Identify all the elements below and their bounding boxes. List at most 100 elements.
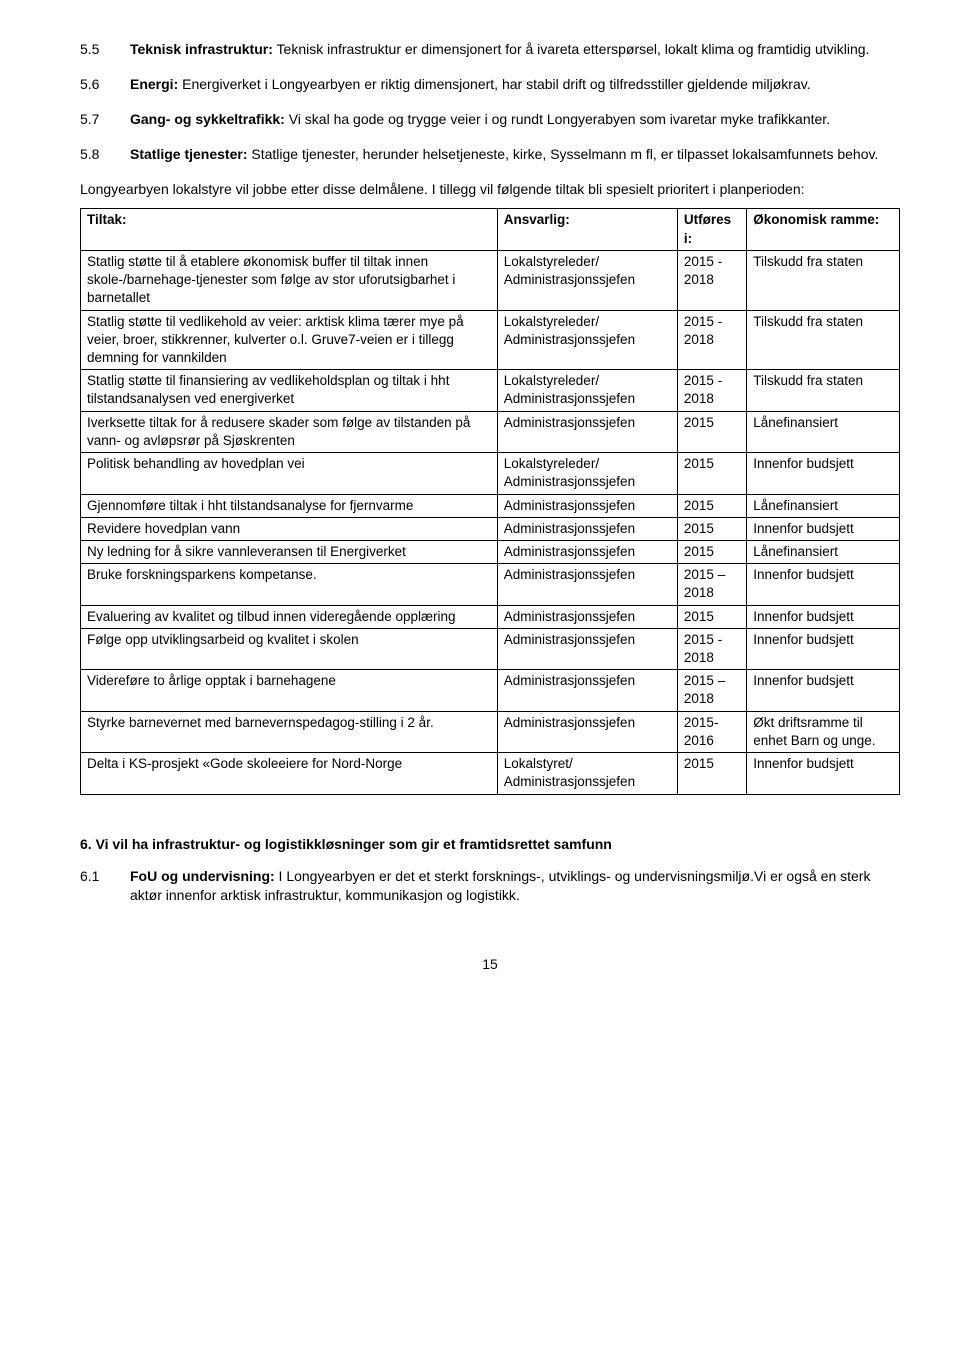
- table-cell: 2015 - 2018: [677, 250, 746, 310]
- item-label: Statlige tjenester:: [130, 146, 247, 162]
- table-cell: 2015: [677, 540, 746, 563]
- table-cell: Administrasjonssjefen: [497, 517, 677, 540]
- numbered-item: 5.7Gang- og sykkeltrafikk: Vi skal ha go…: [80, 110, 900, 129]
- table-cell: 2015 - 2018: [677, 370, 746, 411]
- table-cell: Administrasjonssjefen: [497, 711, 677, 752]
- table-row: Følge opp utviklingsarbeid og kvalitet i…: [81, 628, 900, 669]
- table-cell: Innenfor budsjett: [747, 605, 900, 628]
- table-row: Styrke barnevernet med barnevernspedagog…: [81, 711, 900, 752]
- numbered-item: 5.8Statlige tjenester: Statlige tjeneste…: [80, 145, 900, 164]
- page-number: 15: [80, 955, 900, 974]
- intro-paragraph: Longyearbyen lokalstyre vil jobbe etter …: [80, 180, 900, 199]
- table-cell: Iverksette tiltak for å redusere skader …: [81, 411, 498, 452]
- table-header: Ansvarlig:: [497, 209, 677, 250]
- item-number: 5.6: [80, 75, 130, 94]
- table-cell: 2015 - 2018: [677, 628, 746, 669]
- table-cell: Innenfor budsjett: [747, 517, 900, 540]
- table-cell: 2015-2016: [677, 711, 746, 752]
- table-cell: Administrasjonssjefen: [497, 564, 677, 605]
- numbered-item: 5.6Energi: Energiverket i Longyearbyen e…: [80, 75, 900, 94]
- table-cell: Styrke barnevernet med barnevernspedagog…: [81, 711, 498, 752]
- item-number: 6.1: [80, 867, 130, 905]
- table-cell: 2015: [677, 753, 746, 794]
- item-body: Teknisk infrastruktur: Teknisk infrastru…: [130, 40, 900, 59]
- table-row: Videreføre to årlige opptak i barnehagen…: [81, 670, 900, 711]
- table-cell: Innenfor budsjett: [747, 753, 900, 794]
- table-cell: Statlig støtte til vedlikehold av veier:…: [81, 310, 498, 370]
- table-row: Evaluering av kvalitet og tilbud innen v…: [81, 605, 900, 628]
- table-cell: Lokalstyret/ Administrasjonssjefen: [497, 753, 677, 794]
- item-body: Statlige tjenester: Statlige tjenester, …: [130, 145, 900, 164]
- table-row: Statlig støtte til finansiering av vedli…: [81, 370, 900, 411]
- tiltak-table: Tiltak:Ansvarlig:Utføres i:Økonomisk ram…: [80, 208, 900, 794]
- table-cell: Innenfor budsjett: [747, 564, 900, 605]
- table-cell: Lånefinansiert: [747, 411, 900, 452]
- table-cell: Lokalstyreleder/ Administrasjonssjefen: [497, 370, 677, 411]
- table-cell: Administrasjonssjefen: [497, 605, 677, 628]
- table-cell: Ny ledning for å sikre vannleveransen ti…: [81, 540, 498, 563]
- item-text: Teknisk infrastruktur er dimensjonert fo…: [273, 41, 870, 57]
- table-row: Ny ledning for å sikre vannleveransen ti…: [81, 540, 900, 563]
- table-row: Gjennomføre tiltak i hht tilstandsanalys…: [81, 494, 900, 517]
- table-cell: Lokalstyreleder/ Administrasjonssjefen: [497, 453, 677, 494]
- table-cell: Tilskudd fra staten: [747, 370, 900, 411]
- item-label: Gang- og sykkeltrafikk:: [130, 111, 285, 127]
- table-cell: Tilskudd fra staten: [747, 250, 900, 310]
- table-cell: 2015 - 2018: [677, 310, 746, 370]
- table-row: Politisk behandling av hovedplan veiLoka…: [81, 453, 900, 494]
- table-cell: Lokalstyreleder/ Administrasjonssjefen: [497, 250, 677, 310]
- table-cell: Administrasjonssjefen: [497, 670, 677, 711]
- table-cell: 2015: [677, 605, 746, 628]
- item-number: 5.5: [80, 40, 130, 59]
- item-label: Energi:: [130, 76, 178, 92]
- table-cell: Økt driftsramme til enhet Barn og unge.: [747, 711, 900, 752]
- table-header: Økonomisk ramme:: [747, 209, 900, 250]
- table-cell: Administrasjonssjefen: [497, 628, 677, 669]
- table-cell: 2015: [677, 411, 746, 452]
- table-cell: Statlig støtte til finansiering av vedli…: [81, 370, 498, 411]
- table-cell: Evaluering av kvalitet og tilbud innen v…: [81, 605, 498, 628]
- table-cell: Innenfor budsjett: [747, 453, 900, 494]
- table-cell: Delta i KS-prosjekt «Gode skoleeiere for…: [81, 753, 498, 794]
- table-cell: 2015 –2018: [677, 564, 746, 605]
- table-cell: Politisk behandling av hovedplan vei: [81, 453, 498, 494]
- item-text: Energiverket i Longyearbyen er riktig di…: [178, 76, 810, 92]
- item-number: 5.8: [80, 145, 130, 164]
- table-cell: Administrasjonssjefen: [497, 540, 677, 563]
- table-header: Utføres i:: [677, 209, 746, 250]
- numbered-item: 5.5Teknisk infrastruktur: Teknisk infras…: [80, 40, 900, 59]
- item-number: 5.7: [80, 110, 130, 129]
- item-6-1: 6.1 FoU og undervisning: I Longyearbyen …: [80, 867, 900, 905]
- table-cell: Innenfor budsjett: [747, 628, 900, 669]
- table-header: Tiltak:: [81, 209, 498, 250]
- item-body: Gang- og sykkeltrafikk: Vi skal ha gode …: [130, 110, 900, 129]
- item-body: FoU og undervisning: I Longyearbyen er d…: [130, 867, 900, 905]
- table-cell: 2015: [677, 494, 746, 517]
- table-cell: 2015: [677, 453, 746, 494]
- table-cell: Administrasjonssjefen: [497, 494, 677, 517]
- table-cell: Følge opp utviklingsarbeid og kvalitet i…: [81, 628, 498, 669]
- item-label: FoU og undervisning:: [130, 868, 275, 884]
- table-row: Statlig støtte til å etablere økonomisk …: [81, 250, 900, 310]
- section-6-heading: 6. Vi vil ha infrastruktur- og logistikk…: [80, 835, 900, 854]
- table-cell: Tilskudd fra staten: [747, 310, 900, 370]
- item-body: Energi: Energiverket i Longyearbyen er r…: [130, 75, 900, 94]
- table-row: Revidere hovedplan vannAdministrasjonssj…: [81, 517, 900, 540]
- table-cell: 2015 –2018: [677, 670, 746, 711]
- table-cell: Lånefinansiert: [747, 494, 900, 517]
- table-cell: Lokalstyreleder/ Administrasjonssjefen: [497, 310, 677, 370]
- table-cell: Lånefinansiert: [747, 540, 900, 563]
- table-row: Statlig støtte til vedlikehold av veier:…: [81, 310, 900, 370]
- table-cell: Innenfor budsjett: [747, 670, 900, 711]
- table-row: Iverksette tiltak for å redusere skader …: [81, 411, 900, 452]
- table-cell: Administrasjonssjefen: [497, 411, 677, 452]
- table-cell: Bruke forskningsparkens kompetanse.: [81, 564, 498, 605]
- item-label: Teknisk infrastruktur:: [130, 41, 273, 57]
- table-cell: Gjennomføre tiltak i hht tilstandsanalys…: [81, 494, 498, 517]
- table-row: Bruke forskningsparkens kompetanse.Admin…: [81, 564, 900, 605]
- item-text: Statlige tjenester, herunder helsetjenes…: [247, 146, 878, 162]
- item-text: Vi skal ha gode og trygge veier i og run…: [285, 111, 830, 127]
- table-cell: Revidere hovedplan vann: [81, 517, 498, 540]
- table-row: Delta i KS-prosjekt «Gode skoleeiere for…: [81, 753, 900, 794]
- table-cell: Videreføre to årlige opptak i barnehagen…: [81, 670, 498, 711]
